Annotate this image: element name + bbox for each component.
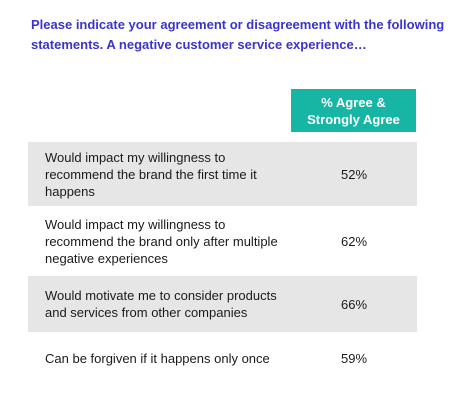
- agree-value: 59%: [340, 350, 368, 366]
- statement-label: Would impact my willingness to recommend…: [45, 216, 278, 266]
- table-row: Would impact my willingness to recommend…: [28, 210, 417, 272]
- chart-title: Please indicate your agreement or disagr…: [31, 17, 445, 52]
- statement-label: Can be forgiven if it happens only once: [45, 350, 270, 366]
- agree-value: 52%: [340, 166, 368, 182]
- agree-value: 66%: [340, 296, 368, 312]
- agree-value: 62%: [340, 233, 368, 249]
- table-row: Would motivate me to consider products a…: [28, 276, 417, 332]
- table-row: Would impact my willingness to recommend…: [28, 142, 417, 206]
- column-header-agree: % Agree & Strongly Agree: [291, 89, 416, 132]
- results-table: Would impact my willingness to recommend…: [28, 142, 417, 380]
- statement-label: Would impact my willingness to recommend…: [45, 149, 257, 199]
- statement-label: Would motivate me to consider products a…: [45, 288, 277, 320]
- table-row: Can be forgiven if it happens only once …: [28, 336, 417, 380]
